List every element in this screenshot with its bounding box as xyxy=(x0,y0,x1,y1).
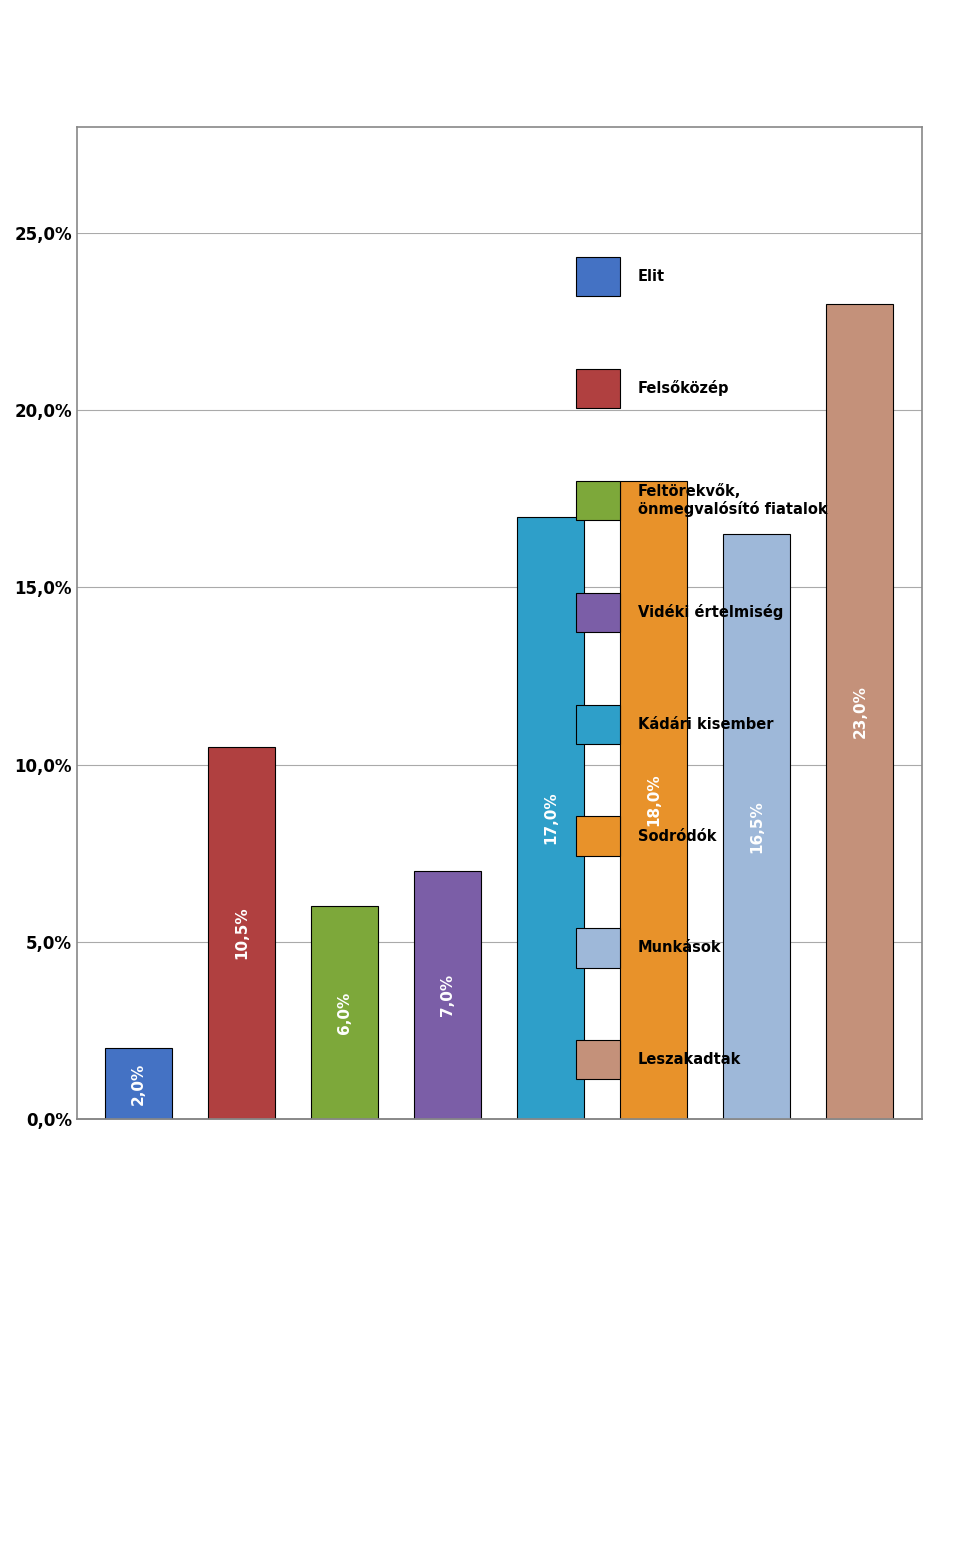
Text: 6,0%: 6,0% xyxy=(337,991,352,1033)
Text: Leszakadtak: Leszakadtak xyxy=(638,1052,741,1068)
Text: Magyarország osztály-megosztottsága: Magyarország osztály-megosztottsága xyxy=(196,162,803,190)
Bar xyxy=(723,535,790,1119)
Text: 16,5%: 16,5% xyxy=(749,800,764,853)
Bar xyxy=(311,906,378,1119)
Text: Kádári kisember: Kádári kisember xyxy=(638,716,774,732)
Bar xyxy=(517,516,585,1119)
Text: Elit: Elit xyxy=(638,269,665,284)
Text: 7,0%: 7,0% xyxy=(441,974,455,1016)
Text: Felsőközép: Felsőközép xyxy=(638,381,730,396)
FancyBboxPatch shape xyxy=(576,256,620,297)
FancyBboxPatch shape xyxy=(576,368,620,409)
FancyBboxPatch shape xyxy=(576,928,620,968)
FancyBboxPatch shape xyxy=(576,704,620,744)
Text: Sodródók: Sodródók xyxy=(638,828,716,844)
Text: 23,0%: 23,0% xyxy=(852,685,867,738)
Bar xyxy=(208,747,276,1119)
Bar xyxy=(620,482,687,1119)
FancyBboxPatch shape xyxy=(576,816,620,856)
Bar xyxy=(827,305,893,1119)
Text: 2,0%: 2,0% xyxy=(132,1063,146,1105)
Text: 10,5%: 10,5% xyxy=(234,906,250,959)
Bar xyxy=(106,1047,172,1119)
Bar xyxy=(414,870,481,1119)
Text: 18,0%: 18,0% xyxy=(646,774,661,827)
FancyBboxPatch shape xyxy=(576,480,620,521)
Text: Munkások: Munkások xyxy=(638,940,722,956)
FancyBboxPatch shape xyxy=(576,1040,620,1080)
FancyBboxPatch shape xyxy=(576,592,620,632)
Text: 17,0%: 17,0% xyxy=(543,791,558,844)
Text: Vidéki értelmiség: Vidéki értelmiség xyxy=(638,605,783,620)
Text: Feltörekvők,
önmegvalósító fiatalok: Feltörekvők, önmegvalósító fiatalok xyxy=(638,483,828,517)
